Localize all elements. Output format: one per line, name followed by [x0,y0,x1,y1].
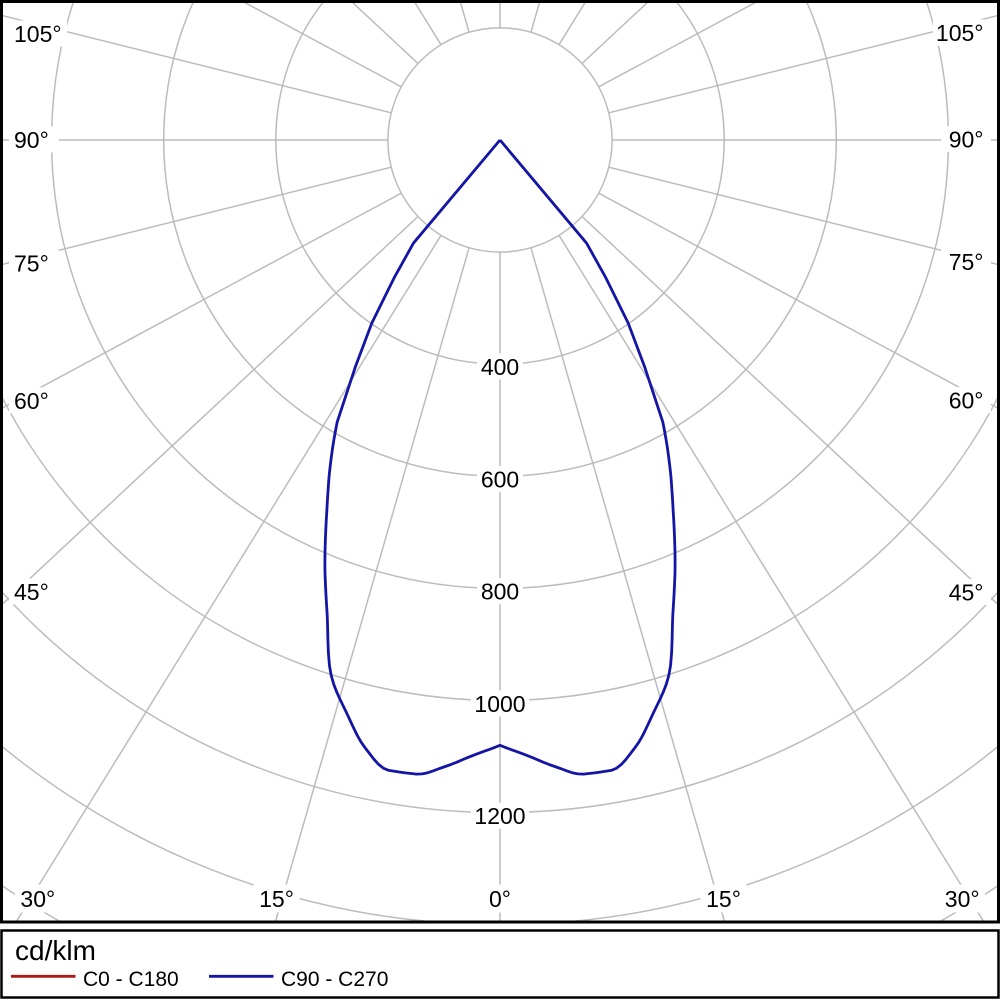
svg-text:45°: 45° [14,579,49,605]
svg-text:15°: 15° [706,886,741,912]
svg-text:75°: 75° [14,250,49,276]
svg-text:75°: 75° [949,249,984,275]
svg-text:1200: 1200 [474,803,525,829]
svg-text:15°: 15° [259,886,294,912]
svg-text:60°: 60° [14,388,49,414]
svg-text:C0 - C180: C0 - C180 [83,968,179,991]
svg-text:45°: 45° [949,579,984,605]
svg-text:800: 800 [481,579,519,605]
svg-text:30°: 30° [20,886,55,912]
svg-text:1000: 1000 [474,691,525,717]
svg-text:0°: 0° [489,886,511,912]
svg-text:60°: 60° [949,387,984,413]
svg-text:cd/klm: cd/klm [15,935,96,966]
svg-text:105°: 105° [936,20,984,46]
svg-text:400: 400 [481,354,519,380]
svg-text:90°: 90° [14,127,49,153]
svg-text:105°: 105° [14,21,62,47]
svg-text:600: 600 [481,466,519,492]
svg-text:90°: 90° [949,126,984,152]
svg-text:C90 - C270: C90 - C270 [281,968,388,991]
svg-text:30°: 30° [945,886,980,912]
